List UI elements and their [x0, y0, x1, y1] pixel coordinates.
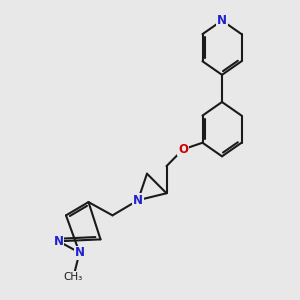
Text: CH₃: CH₃ [64, 272, 83, 282]
Text: N: N [133, 194, 143, 207]
Text: N: N [53, 235, 64, 248]
Text: N: N [74, 246, 85, 259]
Text: N: N [217, 14, 227, 27]
Text: O: O [178, 143, 188, 156]
